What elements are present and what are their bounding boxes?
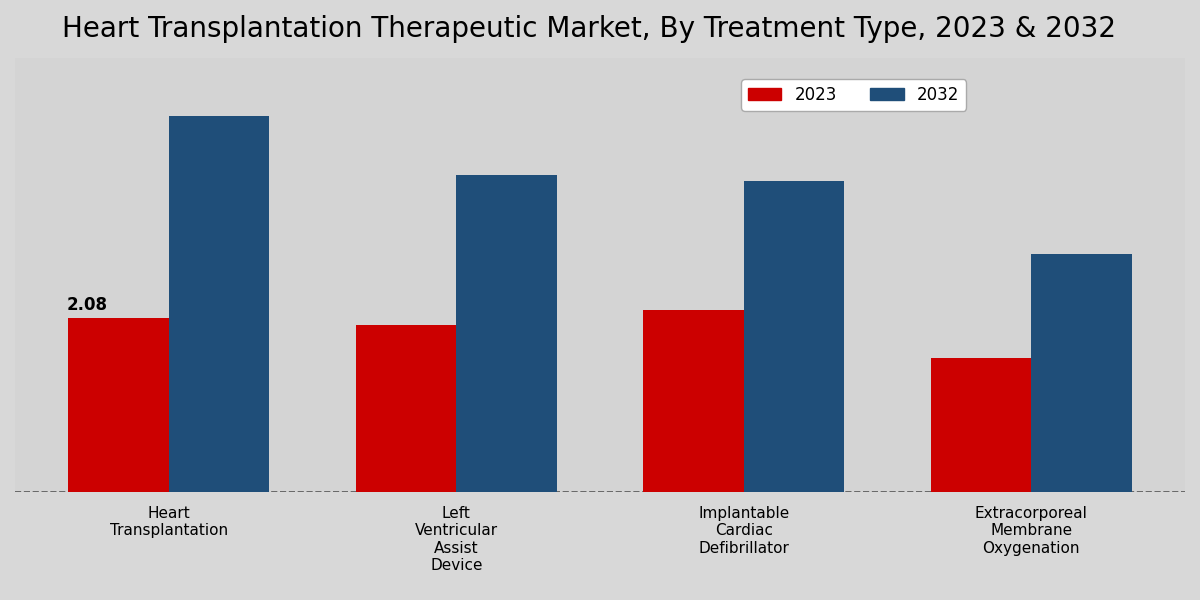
Bar [456, 175, 557, 492]
Bar [1031, 254, 1132, 492]
Text: 2.08: 2.08 [67, 296, 108, 314]
Bar [68, 318, 169, 492]
Legend: 2023, 2032: 2023, 2032 [742, 79, 966, 110]
Bar [930, 358, 1031, 492]
Bar [355, 325, 456, 492]
Text: Heart Transplantation Therapeutic Market, By Treatment Type, 2023 & 2032: Heart Transplantation Therapeutic Market… [62, 15, 1116, 43]
Bar [744, 181, 845, 492]
Bar [169, 116, 270, 492]
Bar [643, 310, 744, 492]
